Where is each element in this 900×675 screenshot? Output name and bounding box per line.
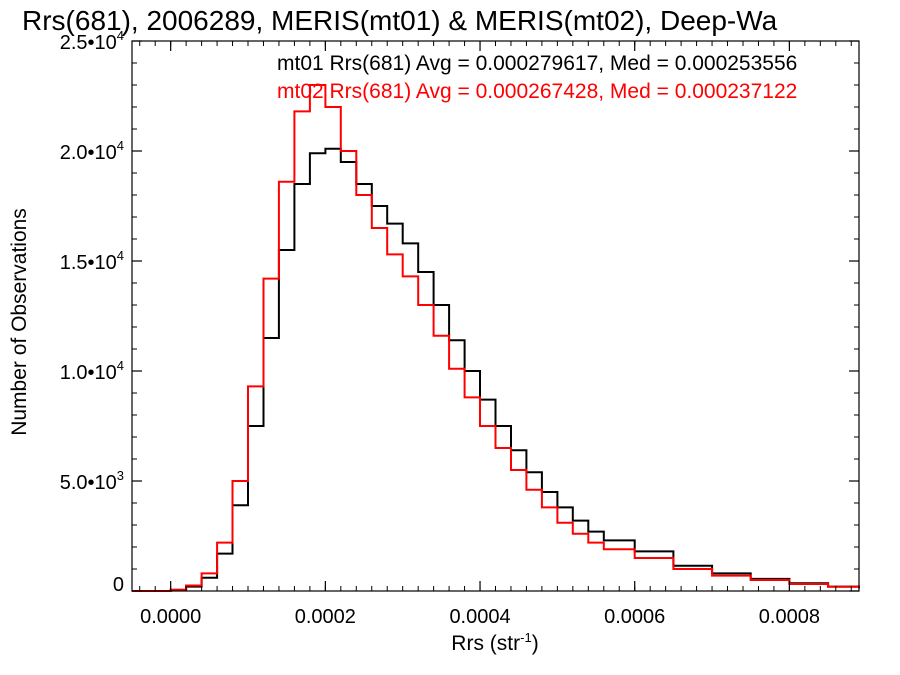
x-axis-label-close: ) bbox=[532, 632, 539, 655]
x-tick-label: 0.0006 bbox=[604, 606, 665, 628]
annotations: mt01 Rrs(681) Avg = 0.000279617, Med = 0… bbox=[277, 52, 797, 103]
y-tick-label: 0 bbox=[113, 574, 124, 596]
y-axis-label: Number of Observations bbox=[8, 208, 31, 436]
x-tick-label: 0.0002 bbox=[295, 606, 356, 628]
y-tick-label: 2.0•104 bbox=[60, 138, 124, 164]
plot-frame bbox=[131, 40, 860, 592]
y-tick-label: 5.0•103 bbox=[60, 468, 124, 494]
x-axis-label: Rrs (str-1) bbox=[451, 630, 538, 655]
x-tick-label: 0.0008 bbox=[759, 606, 820, 628]
x-axis-label-text: Rrs (str bbox=[451, 632, 520, 655]
y-tick-label: 2.5•104 bbox=[60, 28, 124, 54]
y-tick-label: 1.0•104 bbox=[60, 358, 124, 384]
series-line-2 bbox=[132, 84, 860, 592]
x-tick-label: 0.0004 bbox=[449, 606, 510, 628]
x-tick-label: 0.0000 bbox=[140, 606, 201, 628]
annotation-1: mt01 Rrs(681) Avg = 0.000279617, Med = 0… bbox=[277, 52, 797, 75]
plot-series bbox=[132, 84, 860, 592]
series-line-1 bbox=[132, 147, 860, 592]
x-axis-label-superscript: -1 bbox=[520, 630, 532, 645]
y-tick-label: 1.5•104 bbox=[60, 248, 124, 274]
x-axis-ticks: 0.0000 0.0002 0.0004 0.0006 0.0008 bbox=[139, 41, 852, 628]
annotation-2: mt02 Rrs(681) Avg = 0.000267428, Med = 0… bbox=[277, 80, 797, 103]
y-axis-ticks: 0 5.0•103 1.0•104 1.5•104 2.0•104 2.5•104 bbox=[60, 28, 859, 596]
chart-title: Rrs(681), 2006289, MERIS(mt01) & MERIS(m… bbox=[22, 5, 778, 36]
